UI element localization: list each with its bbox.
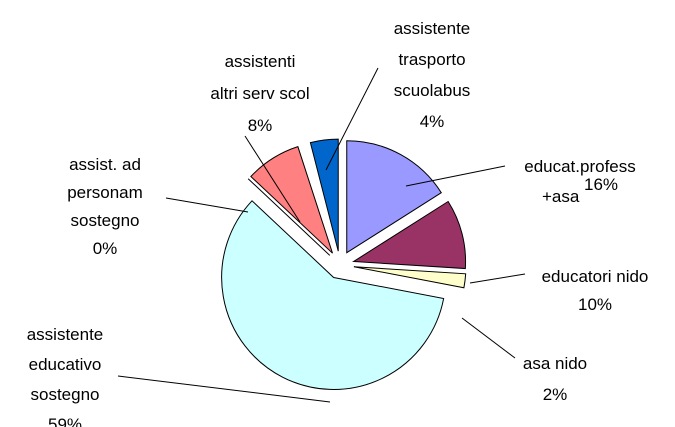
slice-label: assistenti altri serv scol 8%	[210, 52, 309, 135]
label-line: educatori nido	[542, 267, 649, 286]
slice-label: educat.profess +asa 16%	[524, 157, 636, 206]
slice-label: educatori nido 10%	[542, 267, 649, 314]
leader-line	[117, 375, 331, 403]
value-label: 59%	[48, 415, 82, 427]
pie-slice	[346, 140, 442, 254]
label-line: sostegno	[31, 385, 100, 404]
label-line: altri serv scol	[210, 84, 309, 103]
pie-slice	[353, 266, 467, 289]
value-label: 4%	[420, 112, 445, 131]
slice-label: assistente educativo sostegno 59%	[27, 325, 104, 427]
leader-line	[325, 67, 379, 171]
pie-slice	[221, 200, 445, 390]
value-label: 2%	[543, 385, 568, 404]
label-line: +asa	[542, 187, 580, 206]
label-line: sostegno	[71, 211, 140, 230]
label-line: scuolabus	[394, 81, 471, 100]
label-line: educat.profess	[524, 157, 636, 176]
leader-line	[165, 197, 249, 213]
label-line: assistente	[27, 325, 104, 344]
label-line: assistenti	[225, 52, 296, 71]
leader-line	[469, 273, 526, 284]
pie-slice	[351, 200, 467, 270]
label-line: assist. ad	[69, 155, 141, 174]
slice-label: asa nido 2%	[523, 354, 587, 404]
label-line: educativo	[29, 355, 102, 374]
label-line: personam	[67, 183, 143, 202]
value-label: 0%	[93, 239, 118, 258]
value-label: 8%	[248, 116, 273, 135]
pie-slice	[250, 146, 333, 254]
slice-label: assistente trasporto scuolabus 4%	[394, 19, 471, 131]
value-label: 16%	[584, 175, 618, 194]
slice-label: assist. ad personam sostegno 0%	[67, 155, 143, 258]
leader-line	[461, 317, 516, 359]
label-line: assistente	[394, 19, 471, 38]
pie-slice	[309, 138, 339, 252]
leader-line	[405, 165, 506, 187]
leader-line	[244, 135, 301, 223]
label-line: trasporto	[398, 50, 465, 69]
label-line: asa nido	[523, 354, 587, 373]
value-label: 10%	[578, 295, 612, 314]
